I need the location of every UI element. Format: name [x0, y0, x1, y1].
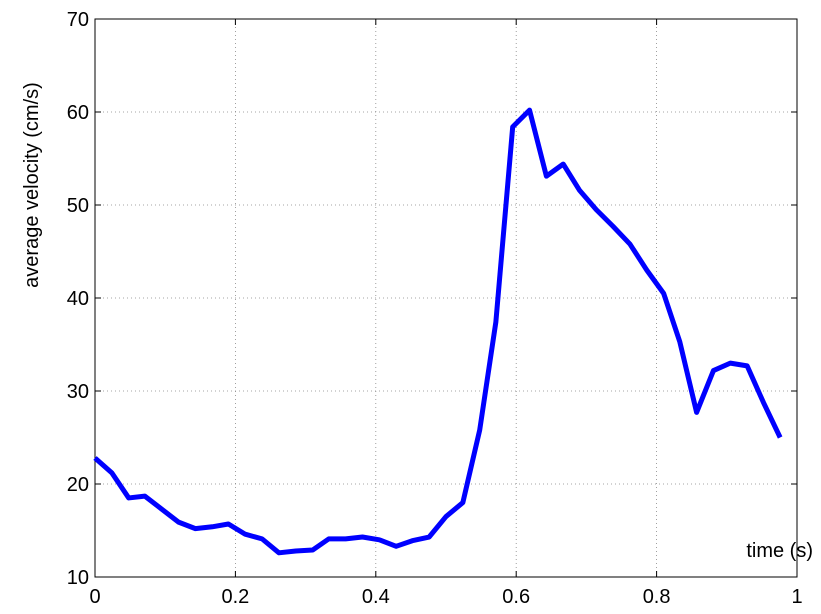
x-tick-label: 0.8: [643, 586, 671, 608]
y-tick-label: 10: [67, 567, 89, 589]
y-tick-label: 50: [67, 195, 89, 217]
line: [93, 107, 783, 556]
x-tick-label: 0.4: [362, 586, 390, 608]
x-tick-label: 0.6: [502, 586, 530, 608]
x-tick-label: 0: [89, 586, 100, 608]
plot-frame: [94, 18, 798, 578]
y-axis-label: average velocity (cm/s): [21, 82, 43, 288]
x-tick-label: 0.2: [221, 586, 249, 608]
y-tick-label: 70: [67, 9, 89, 31]
y-tick-label: 40: [67, 288, 89, 310]
y-tick-label: 60: [67, 102, 89, 124]
x-tick-label: 1: [791, 586, 802, 608]
y-tick-label: 20: [67, 474, 89, 496]
x-axis-label: time (s): [746, 540, 813, 562]
y-tick-label: 30: [67, 381, 89, 403]
